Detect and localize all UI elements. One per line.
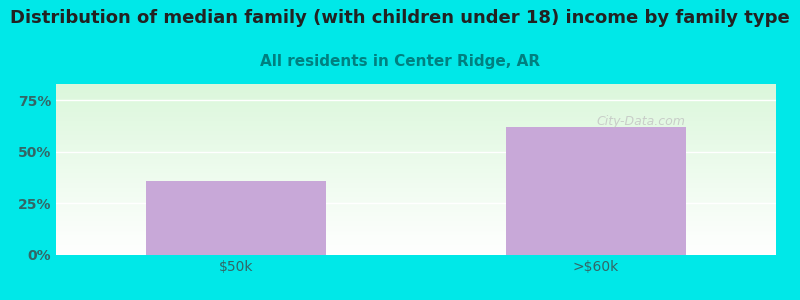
Text: All residents in Center Ridge, AR: All residents in Center Ridge, AR — [260, 54, 540, 69]
Text: Distribution of median family (with children under 18) income by family type: Distribution of median family (with chil… — [10, 9, 790, 27]
Bar — [146, 181, 326, 255]
Text: City-Data.com: City-Data.com — [596, 115, 685, 128]
Bar — [506, 127, 686, 255]
